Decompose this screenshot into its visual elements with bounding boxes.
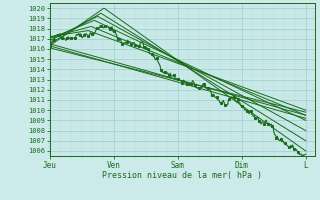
X-axis label: Pression niveau de la mer( hPa ): Pression niveau de la mer( hPa ) [102,171,262,180]
